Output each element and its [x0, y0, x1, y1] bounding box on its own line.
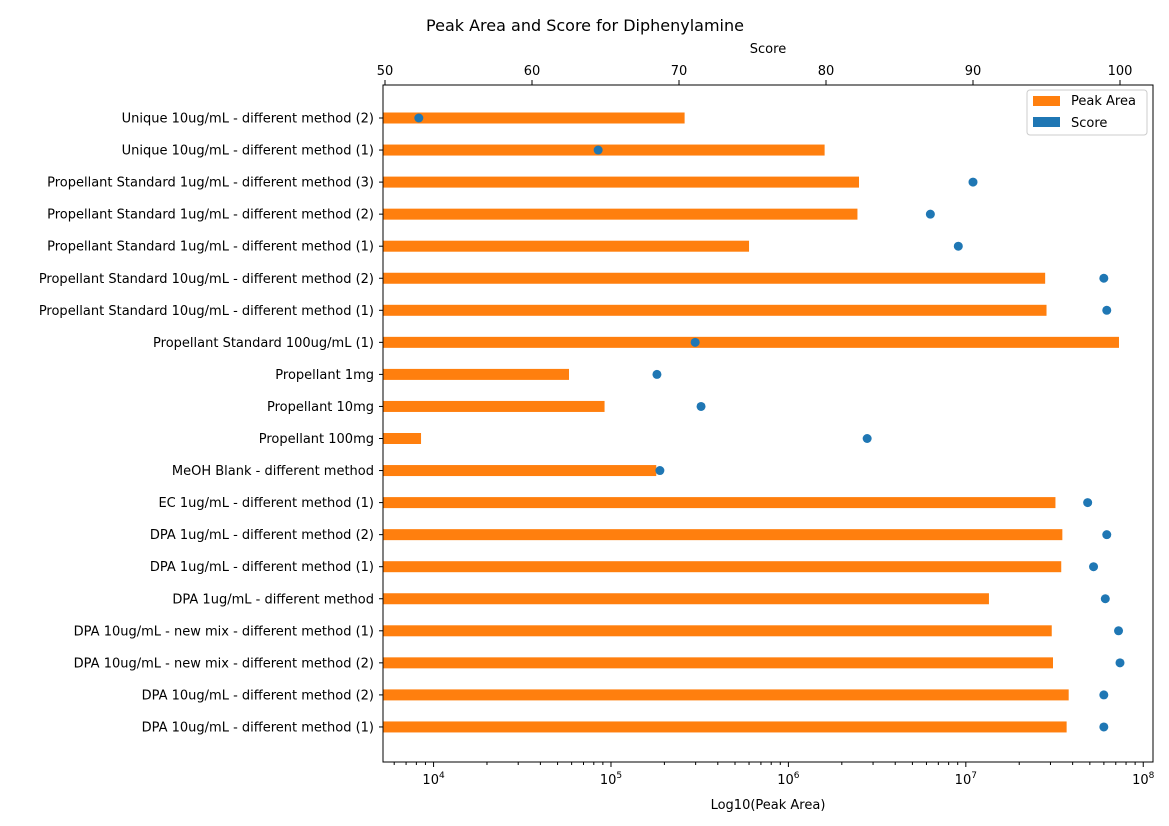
peak-area-bar — [383, 240, 750, 252]
category-label: DPA 10ug/mL - different method (2) — [142, 688, 374, 703]
x2-tick-label: 50 — [377, 64, 394, 79]
category-label: EC 1ug/mL - different method (1) — [158, 496, 374, 511]
score-point — [953, 241, 963, 251]
score-point — [593, 145, 603, 155]
category-label: DPA 10ug/mL - new mix - different method… — [74, 656, 374, 671]
score-point — [1115, 658, 1125, 668]
x2-tick-label: 100 — [1108, 64, 1133, 79]
peak-area-bar — [383, 433, 422, 444]
peak-area-bar — [383, 657, 1053, 669]
category-label: Propellant Standard 10ug/mL - different … — [39, 304, 374, 319]
peak-area-bar — [383, 336, 1119, 348]
score-point — [690, 337, 700, 347]
category-label: Unique 10ug/mL - different method (1) — [122, 144, 374, 159]
category-label: Propellant 100mg — [259, 432, 374, 447]
score-point — [1102, 305, 1112, 315]
peak-area-bar — [383, 176, 860, 188]
score-point — [1083, 498, 1093, 508]
peak-area-bar — [383, 721, 1067, 733]
category-label: DPA 1ug/mL - different method — [172, 592, 374, 607]
category-label: Propellant Standard 1ug/mL - different m… — [47, 176, 374, 191]
category-label: Propellant Standard 100ug/mL (1) — [153, 336, 374, 351]
category-label: DPA 1ug/mL - different method (2) — [150, 528, 374, 543]
score-point — [862, 434, 872, 443]
category-label: Unique 10ug/mL - different method (2) — [122, 112, 374, 127]
score-point — [414, 113, 424, 123]
peak-area-bar — [383, 272, 1046, 284]
score-point — [1100, 594, 1110, 604]
plot-frame — [382, 84, 1154, 763]
x-tick-label: 106 — [777, 771, 800, 788]
x-tick-label: 107 — [955, 771, 977, 788]
x2-tick-label: 60 — [524, 64, 541, 79]
score-point — [1102, 530, 1112, 540]
score-point — [1099, 690, 1109, 700]
category-label: MeOH Blank - different method — [172, 464, 374, 479]
category-label: DPA 10ug/mL - different method (1) — [142, 720, 374, 735]
score-point — [925, 209, 935, 219]
top-axis-label: Score — [750, 42, 786, 57]
peak-area-bar — [383, 144, 825, 156]
peak-area-bar — [383, 689, 1069, 701]
category-label: DPA 10ug/mL - new mix - different method… — [74, 624, 374, 639]
peak-area-bar — [383, 208, 858, 220]
score-point — [696, 401, 706, 411]
peak-area-bar — [383, 497, 1056, 509]
x2-tick-label: 80 — [818, 64, 835, 79]
category-label: Propellant 1mg — [275, 368, 374, 383]
peak-area-bar — [383, 304, 1047, 316]
score-point — [1099, 273, 1109, 283]
x2-tick-label: 90 — [965, 64, 982, 79]
score-point — [1099, 722, 1109, 732]
x-tick-label: 104 — [422, 771, 445, 788]
score-point — [652, 369, 662, 379]
peak-area-bar — [383, 625, 1052, 637]
peak-area-bar — [383, 465, 657, 477]
peak-area-bar — [383, 368, 570, 380]
category-label: Propellant Standard 1ug/mL - different m… — [47, 240, 374, 255]
category-label: DPA 1ug/mL - different method (1) — [150, 560, 374, 575]
plot-area: Unique 10ug/mL - different method (2) Uni… — [39, 64, 1155, 788]
bottom-axis-label: Log10(Peak Area) — [711, 798, 826, 813]
category-label: Propellant 10mg — [267, 400, 374, 415]
category-label: Propellant Standard 10ug/mL - different … — [39, 272, 374, 287]
legend-label-peak-area: Peak Area — [1071, 94, 1136, 109]
legend: Peak Area Score — [1026, 89, 1148, 136]
peak-area-bar — [383, 112, 685, 124]
peak-area-bar — [383, 593, 989, 605]
score-point — [1089, 562, 1099, 572]
score-point — [968, 177, 978, 187]
x-tick-label: 108 — [1132, 771, 1155, 788]
peak-area-bar — [383, 400, 605, 412]
legend-label-score: Score — [1071, 116, 1107, 131]
x-tick-label: 105 — [600, 771, 622, 788]
peak-area-bar — [383, 529, 1063, 541]
peak-area-bar — [383, 561, 1062, 573]
score-point — [655, 466, 665, 476]
legend-swatch-score — [1033, 117, 1060, 127]
chart-title: Peak Area and Score for Diphenylamine — [426, 16, 744, 35]
score-point — [1114, 626, 1124, 636]
legend-swatch-peak-area — [1033, 96, 1060, 106]
category-label: Propellant Standard 1ug/mL - different m… — [47, 208, 374, 223]
x2-tick-label: 70 — [671, 64, 688, 79]
